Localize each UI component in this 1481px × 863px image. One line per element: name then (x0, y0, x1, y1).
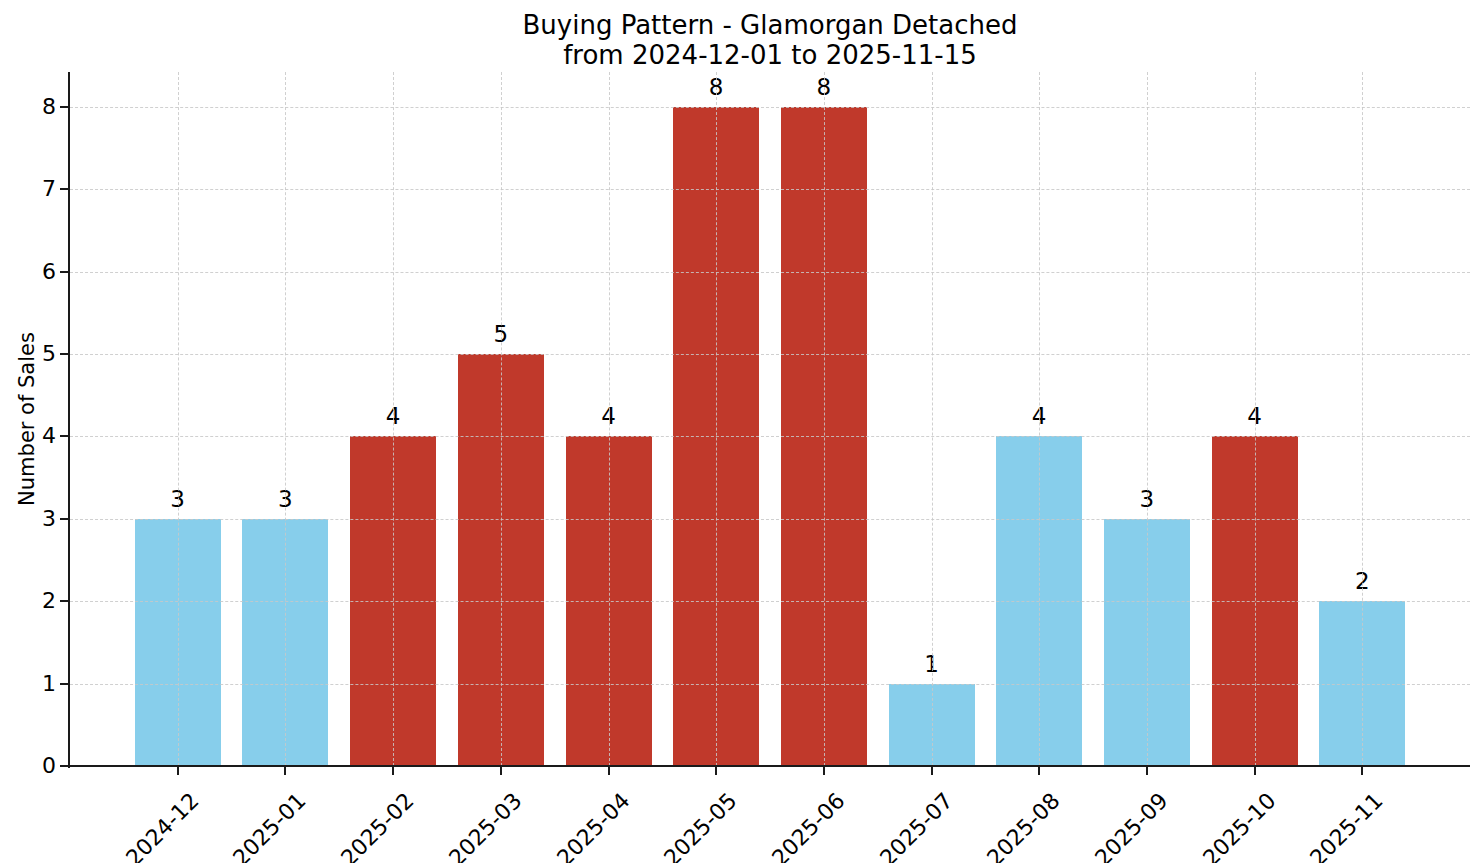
x-tick (1146, 766, 1148, 775)
gridline-vertical (501, 72, 502, 766)
gridline-horizontal (70, 519, 1470, 520)
y-axis-spine (68, 72, 70, 768)
y-tick (60, 106, 70, 108)
y-tick-label: 5 (12, 340, 56, 368)
gridline-horizontal (70, 436, 1470, 437)
gridline-horizontal (70, 354, 1470, 355)
x-tick (500, 766, 502, 775)
gridline-vertical (1039, 72, 1040, 766)
x-tick-label: 2025-02 (316, 788, 419, 863)
x-tick (823, 766, 825, 775)
gridline-vertical (178, 72, 179, 766)
gridline-horizontal (70, 189, 1470, 190)
gridline-vertical (932, 72, 933, 766)
gridline-vertical (716, 72, 717, 766)
gridline-vertical (609, 72, 610, 766)
y-tick (60, 683, 70, 685)
gridline-vertical (393, 72, 394, 766)
x-tick (608, 766, 610, 775)
y-tick-label: 1 (12, 670, 56, 698)
gridline-vertical (1255, 72, 1256, 766)
gridline-vertical (1147, 72, 1148, 766)
y-tick (60, 188, 70, 190)
gridline-horizontal (70, 272, 1470, 273)
y-tick (60, 353, 70, 355)
chart-title-block: Buying Pattern - Glamorgan Detached from… (70, 10, 1470, 70)
x-tick (392, 766, 394, 775)
x-tick-label: 2025-03 (424, 788, 527, 863)
y-tick-label: 2 (12, 587, 56, 615)
x-tick-label: 2025-04 (532, 788, 635, 863)
gridline-vertical (824, 72, 825, 766)
gridline-horizontal (70, 684, 1470, 685)
x-tick-label: 2024-12 (101, 788, 204, 863)
x-tick (715, 766, 717, 775)
x-tick-label: 2025-07 (855, 788, 958, 863)
y-tick-label: 8 (12, 93, 56, 121)
x-tick-label: 2025-10 (1178, 788, 1281, 863)
y-tick-label: 3 (12, 505, 56, 533)
y-tick (60, 600, 70, 602)
x-axis-spine (68, 765, 1470, 767)
bar-chart-figure: Buying Pattern - Glamorgan Detached from… (0, 0, 1481, 863)
x-tick (177, 766, 179, 775)
plot-area: 3345488143420123456782024-122025-012025-… (70, 72, 1470, 766)
chart-title: Buying Pattern - Glamorgan Detached (70, 10, 1470, 40)
gridline-vertical (285, 72, 286, 766)
x-tick (931, 766, 933, 775)
x-tick-label: 2025-11 (1285, 788, 1388, 863)
gridline-horizontal (70, 107, 1470, 108)
x-tick (1254, 766, 1256, 775)
x-tick-label: 2025-05 (639, 788, 742, 863)
y-tick-label: 7 (12, 175, 56, 203)
y-tick (60, 271, 70, 273)
y-tick-label: 6 (12, 258, 56, 286)
y-tick-label: 0 (12, 752, 56, 780)
gridline-vertical (1362, 72, 1363, 766)
y-tick (60, 518, 70, 520)
x-tick (1361, 766, 1363, 775)
x-tick-label: 2025-01 (209, 788, 312, 863)
x-tick (284, 766, 286, 775)
x-tick (1038, 766, 1040, 775)
y-tick (60, 435, 70, 437)
chart-subtitle: from 2024-12-01 to 2025-11-15 (70, 40, 1470, 70)
y-tick (60, 765, 70, 767)
y-tick-label: 4 (12, 422, 56, 450)
x-tick-label: 2025-08 (962, 788, 1065, 863)
x-tick-label: 2025-06 (747, 788, 850, 863)
gridline-horizontal (70, 601, 1470, 602)
x-tick-label: 2025-09 (1070, 788, 1173, 863)
